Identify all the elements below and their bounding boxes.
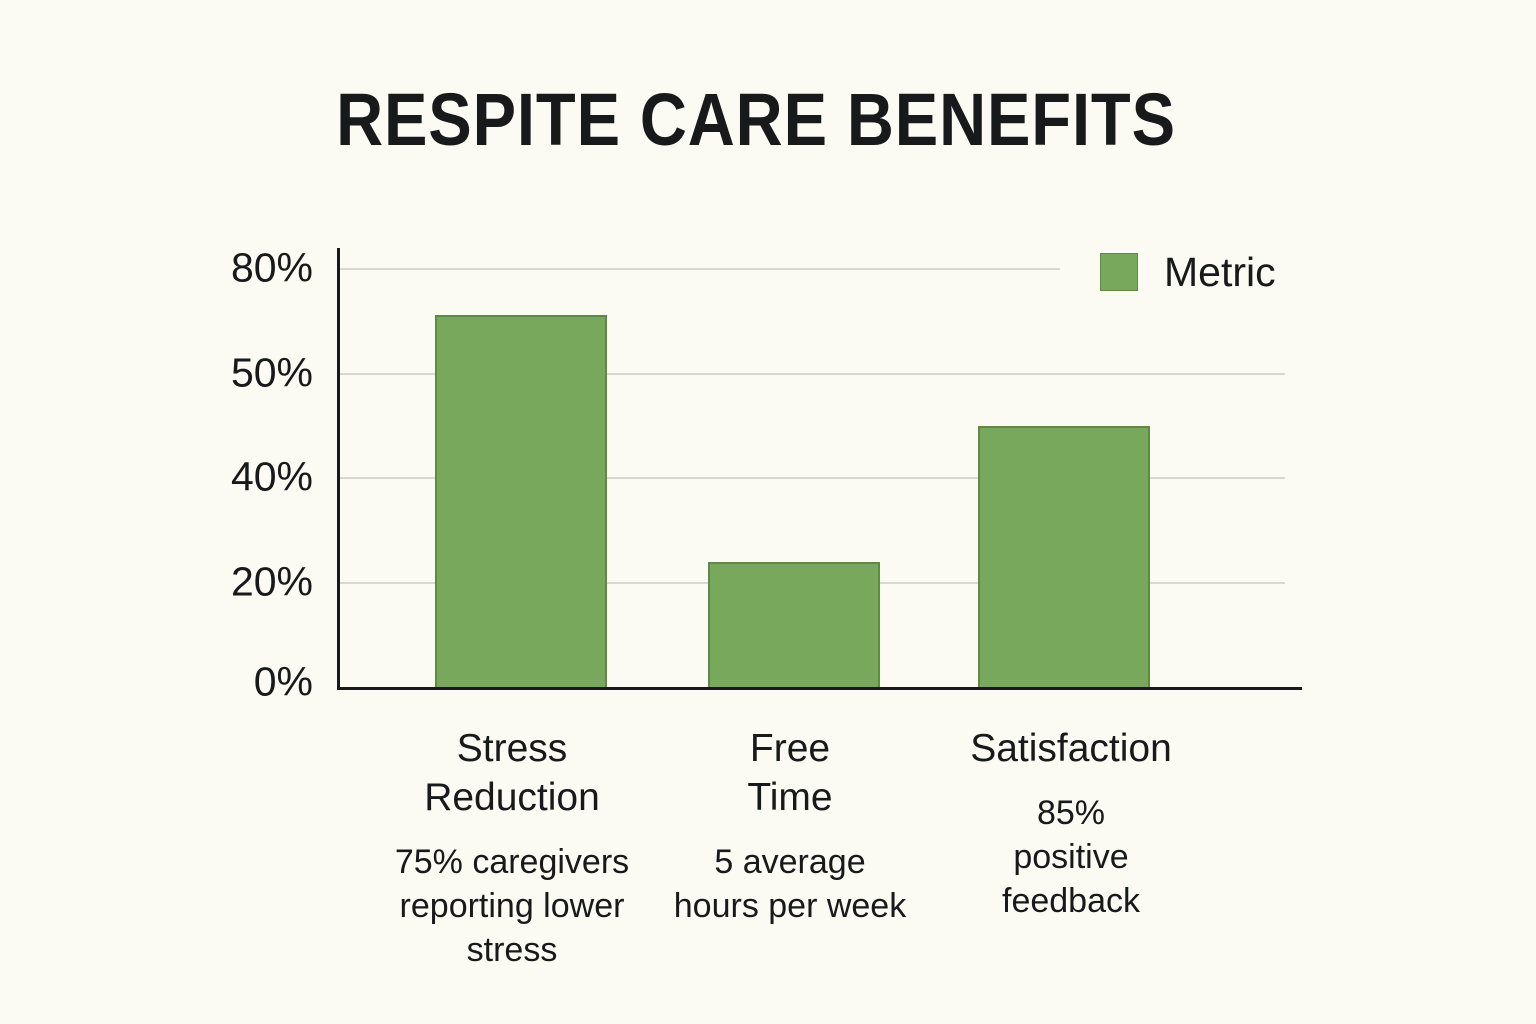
gridline — [337, 372, 1285, 375]
x-category-annotation-line: 75% caregivers — [394, 843, 630, 881]
x-axis-line — [337, 687, 1302, 690]
chart-title: RESPITE CARE BENEFITS — [336, 78, 1176, 161]
x-category-label-line: Satisfaction — [970, 727, 1172, 770]
y-tick-label: 0% — [253, 658, 313, 705]
x-category-label-line: Stress — [456, 727, 568, 770]
x-category-annotation: 5 average hours per week — [600, 840, 980, 928]
x-category-annotation-line: stress — [466, 931, 558, 969]
x-category-2: Free Time 5 average hours per week — [600, 724, 980, 928]
legend: Metric — [1100, 249, 1276, 295]
x-category-1: Stress Reduction 75% caregivers reporting l… — [322, 724, 702, 972]
y-tick-label: 80% — [230, 244, 313, 291]
x-category-label: Free Time — [600, 724, 980, 822]
x-category-3: Satisfaction 85% positive feedback — [881, 724, 1261, 923]
x-category-annotation-line: 5 average — [714, 843, 866, 881]
legend-label: Metric — [1164, 249, 1276, 295]
x-category-annotation-line: positive — [1013, 838, 1129, 876]
bar — [435, 315, 607, 687]
x-category-annotation: 75% caregivers reporting lower stress — [322, 840, 702, 972]
x-category-label-line: Reduction — [424, 776, 600, 819]
x-category-label: Satisfaction — [881, 724, 1261, 773]
x-category-annotation-line: feedback — [1002, 882, 1140, 920]
x-category-annotation-line: hours per week — [673, 887, 907, 925]
y-tick-label: 20% — [230, 558, 313, 605]
x-category-label-line: Free — [749, 727, 831, 770]
bar — [978, 426, 1150, 687]
y-axis-line — [337, 248, 340, 690]
x-category-annotation: 85% positive feedback — [881, 791, 1261, 923]
x-category-label: Stress Reduction — [322, 724, 702, 822]
y-tick-label: 40% — [230, 453, 313, 500]
bar — [708, 562, 880, 687]
x-category-annotation-line: reporting lower — [399, 887, 625, 925]
x-category-annotation-line: 85% — [1036, 794, 1106, 832]
gridline — [337, 268, 1060, 270]
gridline — [337, 477, 1285, 479]
legend-swatch-icon — [1100, 253, 1138, 291]
x-category-label-line: Time — [747, 776, 833, 819]
y-tick-label: 50% — [230, 349, 313, 396]
